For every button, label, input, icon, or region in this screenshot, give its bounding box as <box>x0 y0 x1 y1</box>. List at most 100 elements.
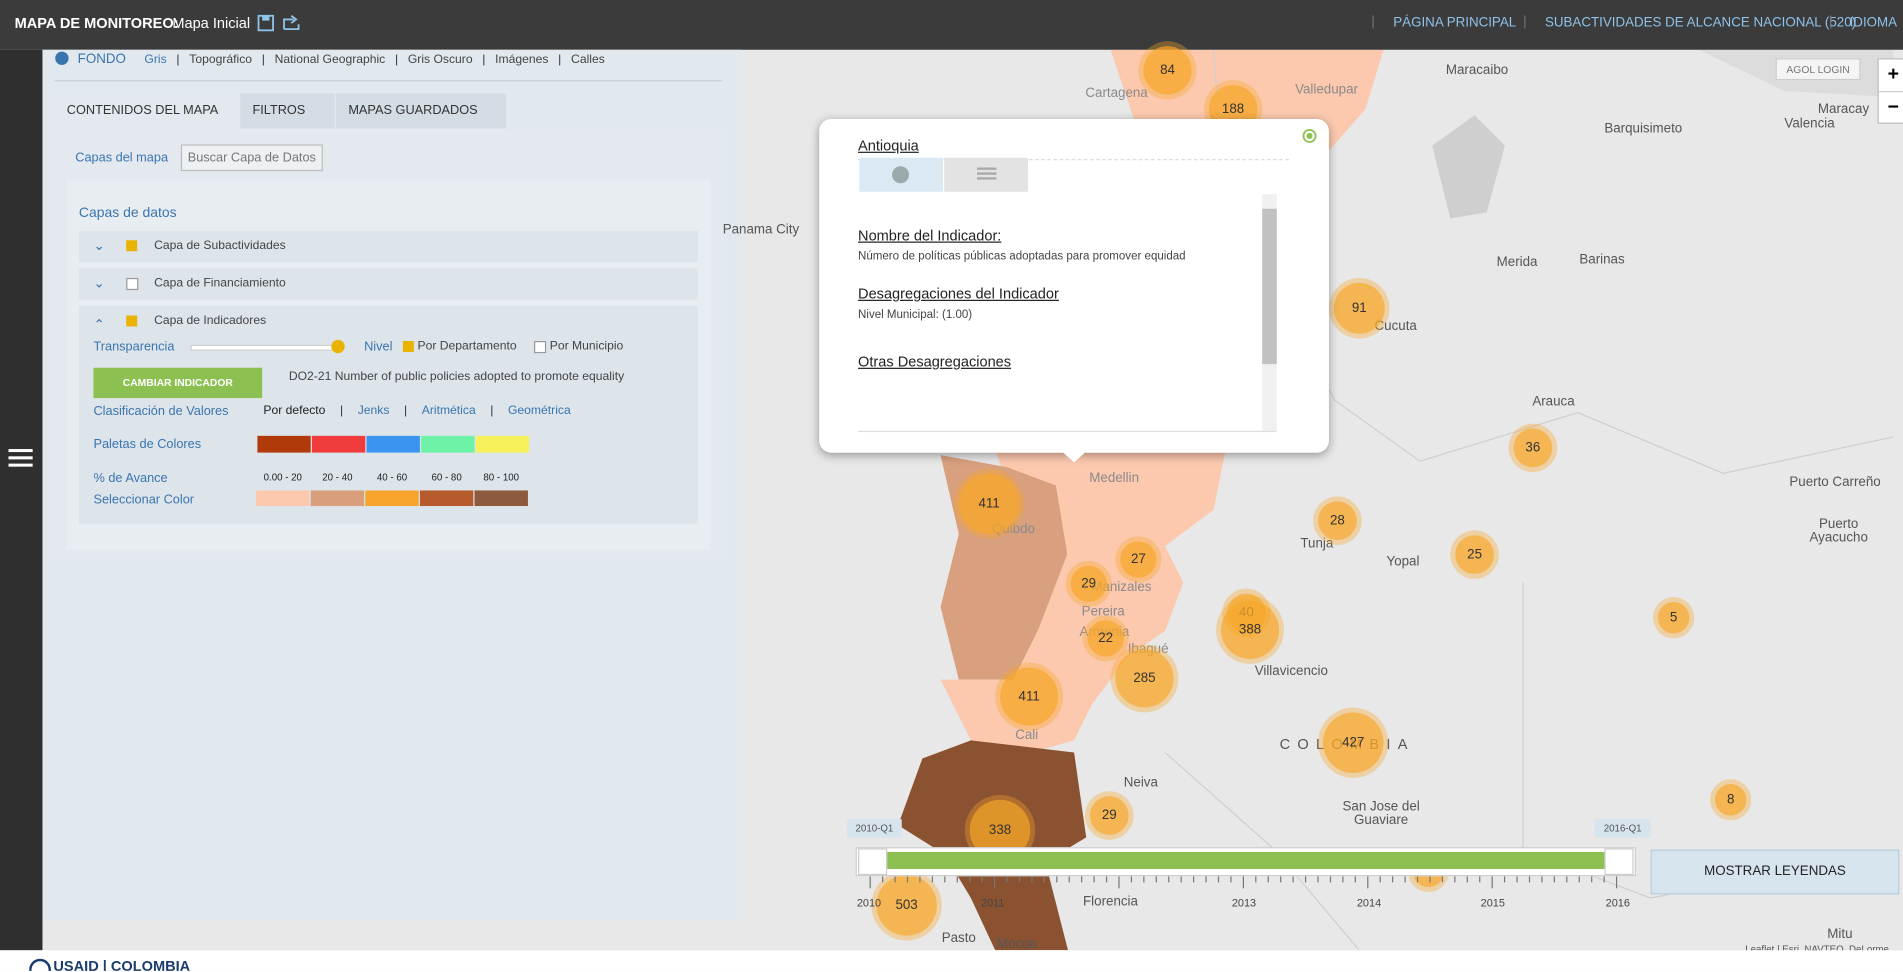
cluster[interactable]: 427 <box>1322 712 1384 774</box>
change-indicator-button[interactable]: CAMBIAR INDICADOR <box>93 367 263 399</box>
shape <box>311 435 366 453</box>
shape <box>8 463 33 467</box>
popup-heading: Otras Desagregaciones <box>858 353 1012 371</box>
cluster[interactable]: 411 <box>958 473 1020 535</box>
map-label: San Jose del Guaviare <box>1342 799 1420 828</box>
classification-label: Clasificación de Valores <box>93 404 229 419</box>
login-button[interactable]: AGOL LOGIN <box>1775 58 1861 81</box>
shape <box>257 435 311 453</box>
timeline-range <box>885 851 1605 869</box>
popup-text: Número de políticas públicas adoptadas p… <box>858 250 1186 264</box>
classification-option[interactable]: Por defecto <box>263 404 326 418</box>
basemap-option[interactable]: Topográfico <box>189 53 253 67</box>
cluster[interactable]: 91 <box>1333 282 1385 334</box>
basemap-option[interactable]: Gris Oscuro <box>407 53 473 67</box>
separator: | <box>340 404 344 418</box>
subtab[interactable]: Capas del mapa <box>75 150 169 166</box>
classification-option[interactable]: Aritmética <box>421 404 476 418</box>
cluster[interactable]: 22 <box>1087 620 1124 657</box>
shape <box>262 15 270 21</box>
basemap-option[interactable]: Imágenes <box>495 53 549 67</box>
map-label: Florencia <box>1083 894 1138 910</box>
nav-link[interactable]: IDIOMA <box>1849 15 1898 31</box>
header-icons[interactable] <box>257 14 312 34</box>
shape <box>310 490 365 507</box>
cluster[interactable]: 388 <box>1220 600 1280 660</box>
cluster[interactable]: 36 <box>1513 428 1553 468</box>
popup-tab[interactable] <box>944 157 1028 192</box>
checkbox[interactable] <box>126 315 138 327</box>
chevron[interactable]: ⌃ <box>93 317 105 333</box>
cluster[interactable]: 8 <box>1714 784 1747 816</box>
radio[interactable] <box>402 341 414 352</box>
map-label: Cucuta <box>1374 319 1417 334</box>
button-label: MOSTRAR LEYENDAS <box>1704 864 1846 879</box>
basemap-option[interactable]: National Geographic <box>274 53 386 67</box>
shape <box>8 456 33 460</box>
zoom-in[interactable]: + <box>1878 59 1903 93</box>
separator: | <box>261 53 265 67</box>
indicator-code: DO2-21 Number of public policies adopted… <box>288 370 625 384</box>
search-button[interactable]: Buscar Capa de Datos <box>180 144 323 172</box>
range-label: 20 - 40 <box>322 472 353 484</box>
legend-button[interactable]: MOSTRAR LEYENDAS <box>1650 849 1900 895</box>
nav-link[interactable]: PÁGINA PRINCIPAL <box>1393 15 1517 31</box>
timeline-handle[interactable] <box>858 848 888 876</box>
cluster[interactable]: 27 <box>1120 541 1157 578</box>
chevron[interactable]: ⌄ <box>93 239 105 254</box>
layer-row <box>78 305 698 525</box>
checkbox[interactable] <box>126 240 138 252</box>
timeline-handle[interactable] <box>1604 848 1634 876</box>
shape <box>475 435 530 453</box>
popup-tab[interactable] <box>859 157 944 192</box>
cluster[interactable]: 84 <box>1143 46 1192 95</box>
palette[interactable] <box>257 435 530 453</box>
cluster[interactable]: 29 <box>1070 565 1107 602</box>
button-label: CAMBIAR INDICADOR <box>122 376 233 389</box>
chevron[interactable]: ⌄ <box>93 276 105 292</box>
basemap-option[interactable]: Gris <box>144 53 167 67</box>
separator: | <box>1523 14 1527 30</box>
nav-link[interactable]: SUBACTIVIDADES DE ALCANCE NACIONAL (520) <box>1544 15 1857 31</box>
color-swatches[interactable] <box>256 490 530 507</box>
map-label: Villavicencio <box>1254 663 1328 679</box>
checkbox[interactable] <box>126 277 139 291</box>
tab[interactable]: FILTROS <box>240 93 335 129</box>
close-button[interactable] <box>1302 128 1317 144</box>
shape <box>421 435 475 453</box>
scrollbar[interactable] <box>1262 194 1277 431</box>
layer-row <box>78 268 698 300</box>
tab-label: CONTENIDOS DEL MAPA <box>66 103 219 118</box>
classification-option[interactable]: Jenks <box>357 404 390 418</box>
tab[interactable]: MAPAS GUARDADOS <box>336 93 507 129</box>
separator: | <box>1828 14 1833 30</box>
map-label: Puerto Carreño <box>1789 475 1881 490</box>
menu-button[interactable] <box>8 448 33 467</box>
basemap-label: FONDO <box>77 52 126 67</box>
divider <box>858 430 1277 433</box>
tab-label: MAPAS GUARDADOS <box>348 103 478 118</box>
separator: | <box>558 53 562 67</box>
radio[interactable] <box>534 341 547 354</box>
map-label: Mocoa <box>996 936 1038 952</box>
cluster[interactable]: 5 <box>1657 601 1690 634</box>
cluster[interactable]: 25 <box>1455 535 1495 575</box>
cluster[interactable]: 503 <box>876 875 937 936</box>
layer-row <box>78 230 698 263</box>
shape <box>1302 128 1317 143</box>
slider-handle[interactable] <box>331 339 345 354</box>
level-option: Por Municipio <box>549 339 624 354</box>
tab[interactable]: CONTENIDOS DEL MAPA <box>54 93 240 129</box>
zoom-out[interactable]: − <box>1887 97 1899 118</box>
layer-name: Capa de Subactividades <box>154 239 286 253</box>
cluster[interactable]: 28 <box>1318 501 1357 541</box>
cluster[interactable]: 411 <box>1000 667 1059 726</box>
map-label: Yopal <box>1386 554 1420 570</box>
shape <box>892 166 910 184</box>
separator: | <box>394 53 399 67</box>
basemap-option[interactable]: Calles <box>571 53 605 67</box>
cluster[interactable]: 29 <box>1089 796 1129 835</box>
cluster[interactable]: 285 <box>1115 649 1174 708</box>
classification-option[interactable]: Geométrica <box>507 404 571 418</box>
range-label: 40 - 60 <box>376 472 408 484</box>
